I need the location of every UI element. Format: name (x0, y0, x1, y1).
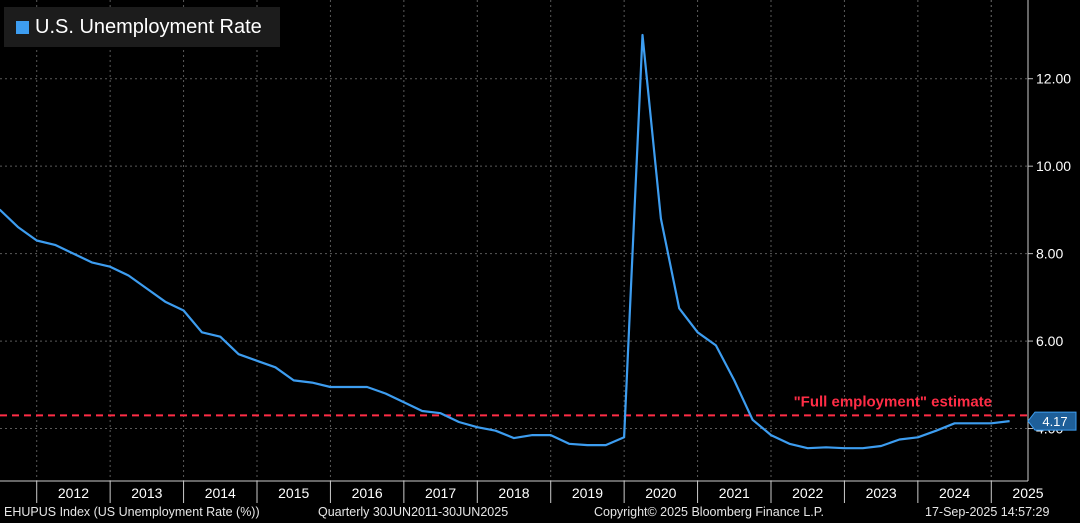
x-tick-label: 2024 (939, 485, 970, 501)
y-tick-label: 10.00 (1036, 158, 1071, 174)
last-value-layer: 4.17 (1027, 411, 1077, 431)
x-tick-label: 2012 (58, 485, 89, 501)
x-tick-label: 2019 (572, 485, 603, 501)
grid (0, 0, 1028, 481)
x-tick-label: 2025 (1012, 485, 1043, 501)
last-value-text: 4.17 (1042, 414, 1067, 429)
x-tick-label: 2021 (719, 485, 750, 501)
x-tick-label: 2014 (205, 485, 236, 501)
legend: U.S. Unemployment Rate (4, 7, 280, 47)
full-employment-label: "Full employment" estimate (794, 393, 992, 410)
y-tick-label: 12.00 (1036, 71, 1071, 87)
footer-copyright: Copyright© 2025 Bloomberg Finance L.P. (594, 505, 824, 519)
axes: 4.006.008.0010.0012.00201220132014201520… (0, 0, 1071, 503)
footer-timestamp: 17-Sep-2025 14:57:29 (925, 505, 1050, 519)
x-tick-label: 2022 (792, 485, 823, 501)
footer-ticker: EHUPUS Index (US Unemployment Rate (%)) (4, 505, 260, 519)
legend-label: U.S. Unemployment Rate (35, 15, 262, 38)
x-tick-label: 2013 (131, 485, 162, 501)
last-value-tag (1027, 411, 1077, 431)
y-tick-label: 6.00 (1036, 333, 1063, 349)
x-tick-label: 2016 (352, 485, 383, 501)
x-tick-label: 2017 (425, 485, 456, 501)
footer: EHUPUS Index (US Unemployment Rate (%)) … (0, 504, 1080, 523)
footer-period: Quarterly 30JUN2011-30JUN2025 (318, 505, 509, 519)
x-tick-label: 2018 (498, 485, 529, 501)
x-tick-label: 2015 (278, 485, 309, 501)
series-layer (0, 33, 1010, 450)
chart-svg: 4.006.008.0010.0012.00201220132014201520… (0, 0, 1077, 503)
legend-swatch (16, 20, 29, 34)
y-tick-label: 8.00 (1036, 246, 1063, 262)
x-tick-label: 2020 (645, 485, 676, 501)
unemployment-rate-line (0, 33, 1010, 450)
full-employment-layer: "Full employment" estimate (0, 393, 1028, 417)
x-tick-label: 2023 (866, 485, 897, 501)
